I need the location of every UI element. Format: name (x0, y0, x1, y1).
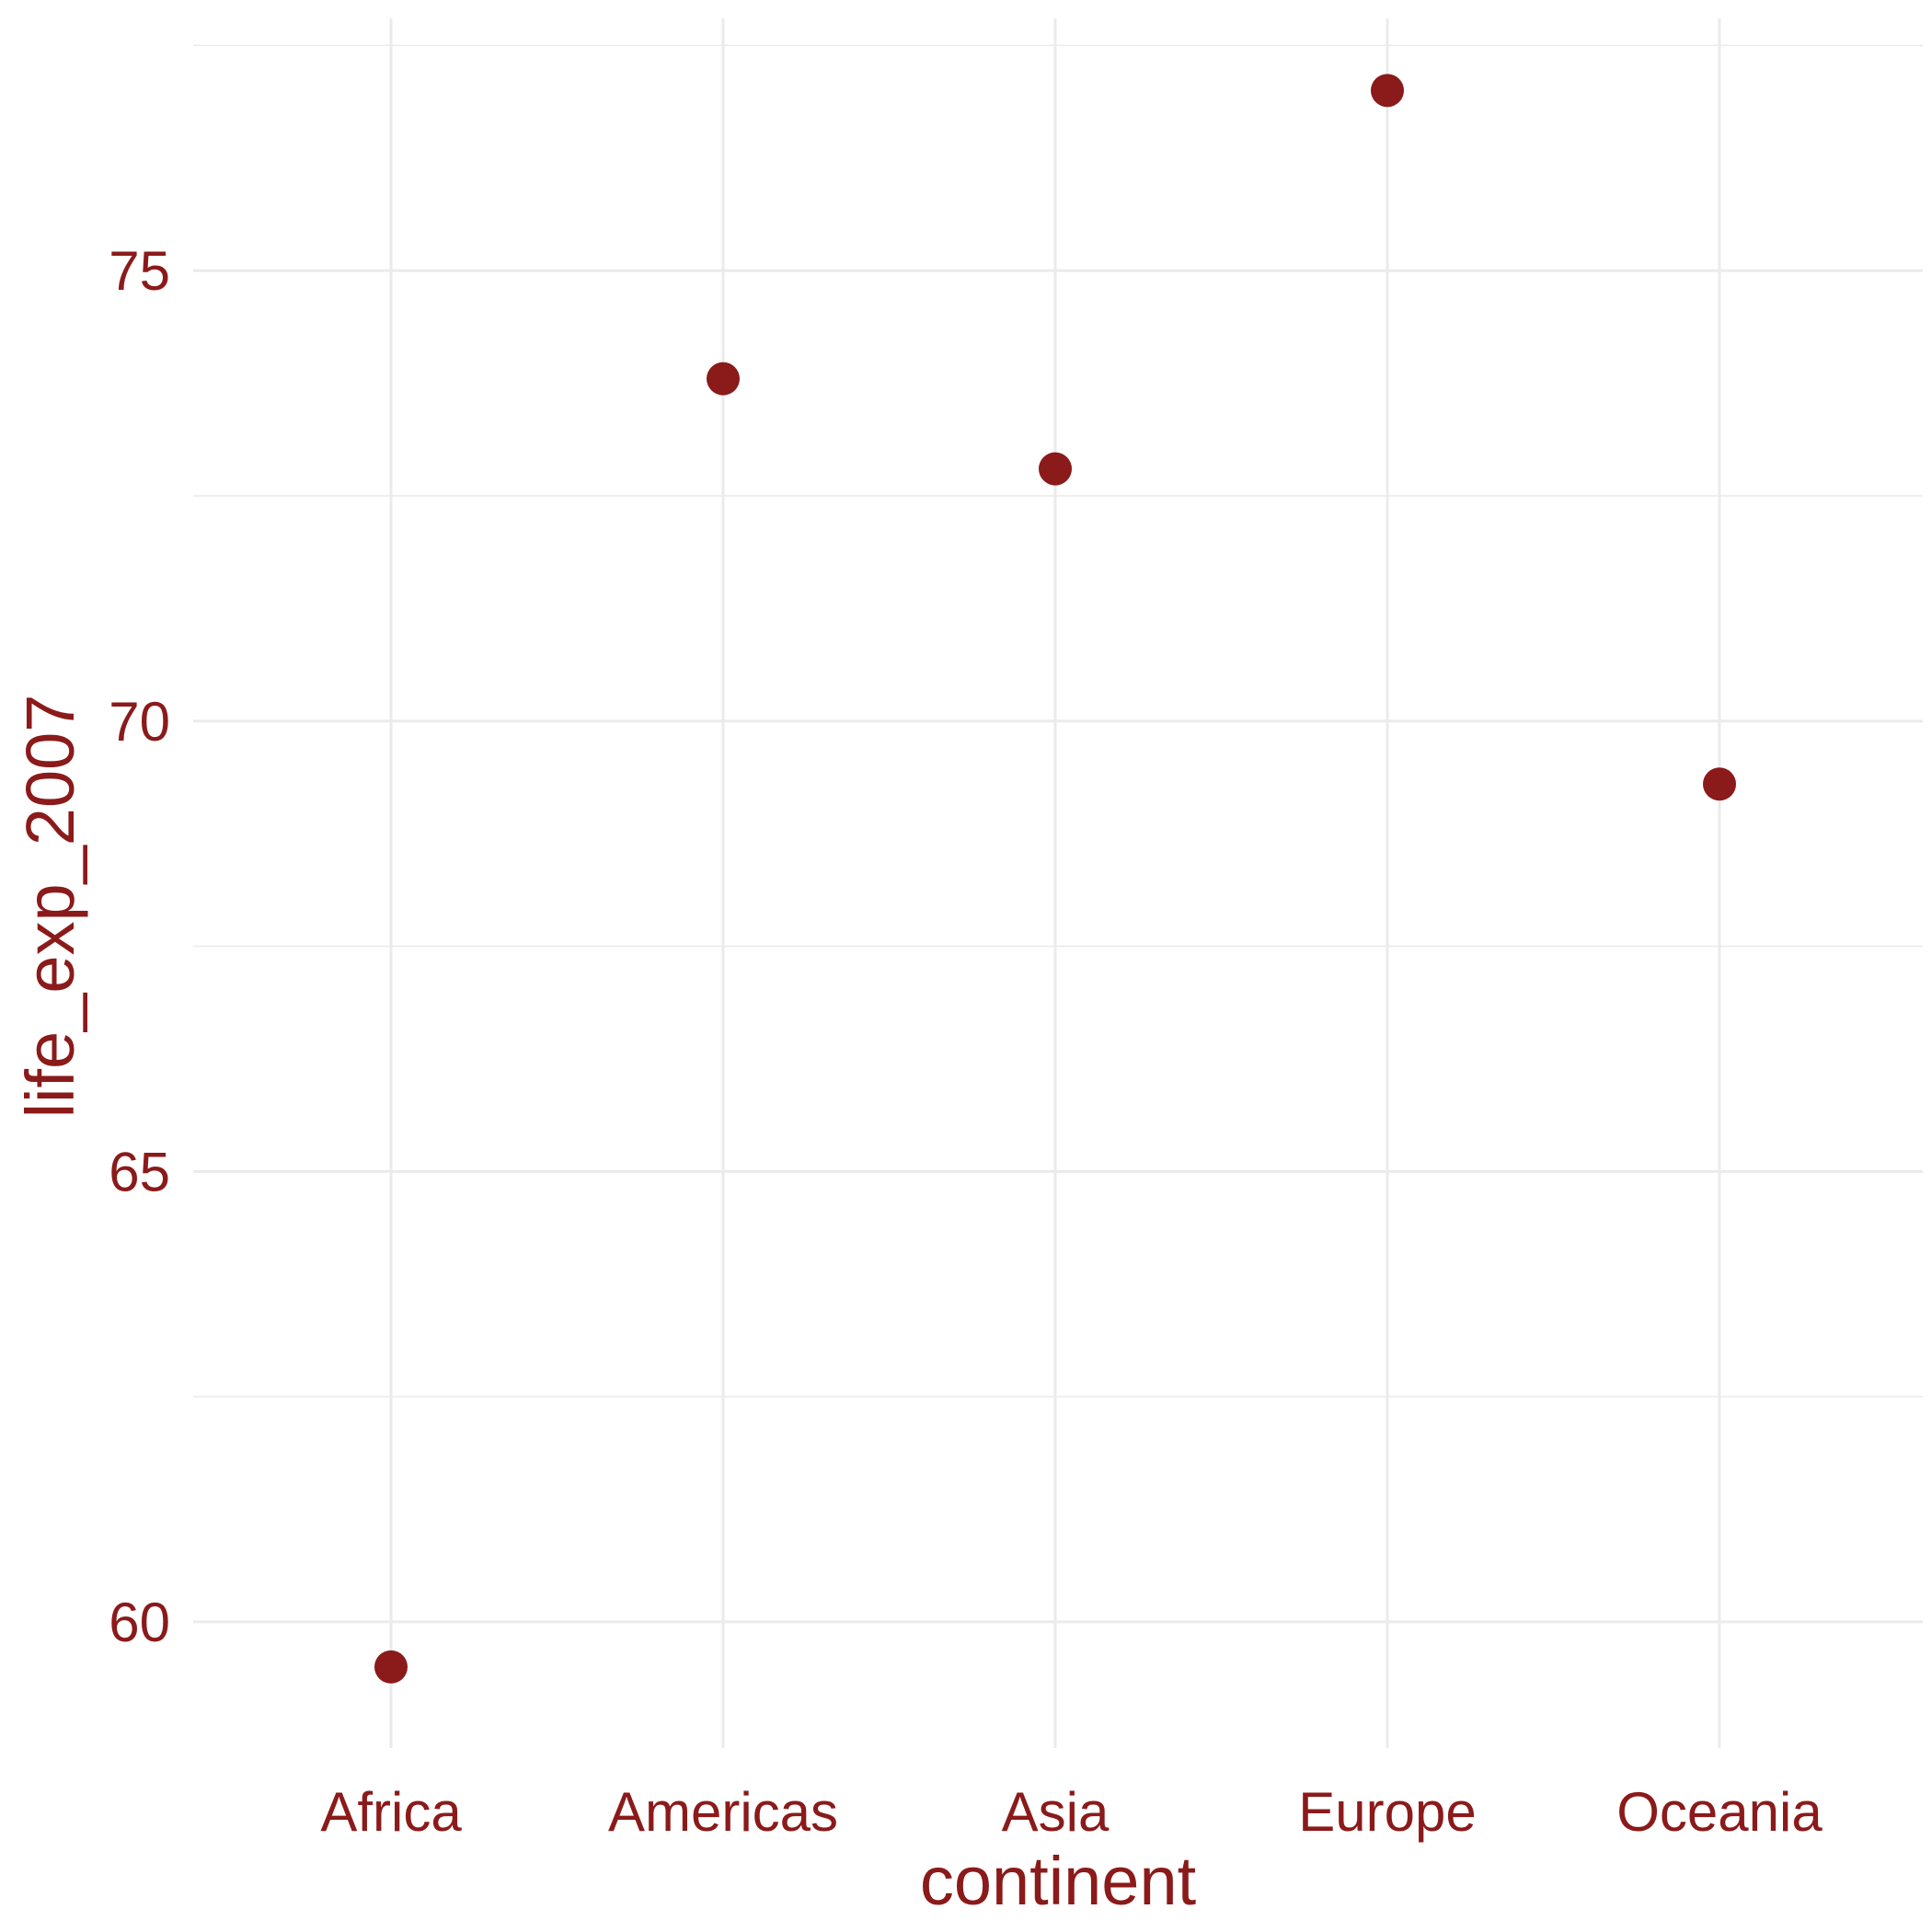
y-axis-title: life_exp_2007 (12, 695, 88, 1119)
data-points (374, 74, 1736, 1684)
x-axis-tick-labels: Africa Americas Asia Europe Oceania (320, 1781, 1823, 1843)
x-axis-title: continent (920, 1843, 1197, 1919)
y-tick-label-2: 70 (109, 691, 170, 753)
data-point-americas (707, 362, 740, 396)
y-axis-tick-labels: 60 65 70 75 (109, 240, 170, 1653)
data-point-asia (1039, 452, 1072, 486)
y-tick-label-3: 75 (109, 240, 170, 302)
x-tick-label-3: Europe (1298, 1781, 1476, 1843)
x-tick-label-1: Americas (608, 1781, 838, 1843)
minor-gridlines (193, 44, 1923, 1397)
y-tick-label-1: 65 (109, 1141, 170, 1202)
y-tick-label-0: 60 (109, 1592, 170, 1653)
x-tick-label-2: Asia (1002, 1781, 1110, 1843)
data-point-africa (374, 1650, 408, 1684)
data-point-oceania (1703, 767, 1736, 801)
x-tick-label-0: Africa (320, 1781, 462, 1843)
data-point-europe (1371, 74, 1404, 108)
x-tick-label-4: Oceania (1616, 1781, 1823, 1843)
major-gridlines (193, 18, 1923, 1748)
